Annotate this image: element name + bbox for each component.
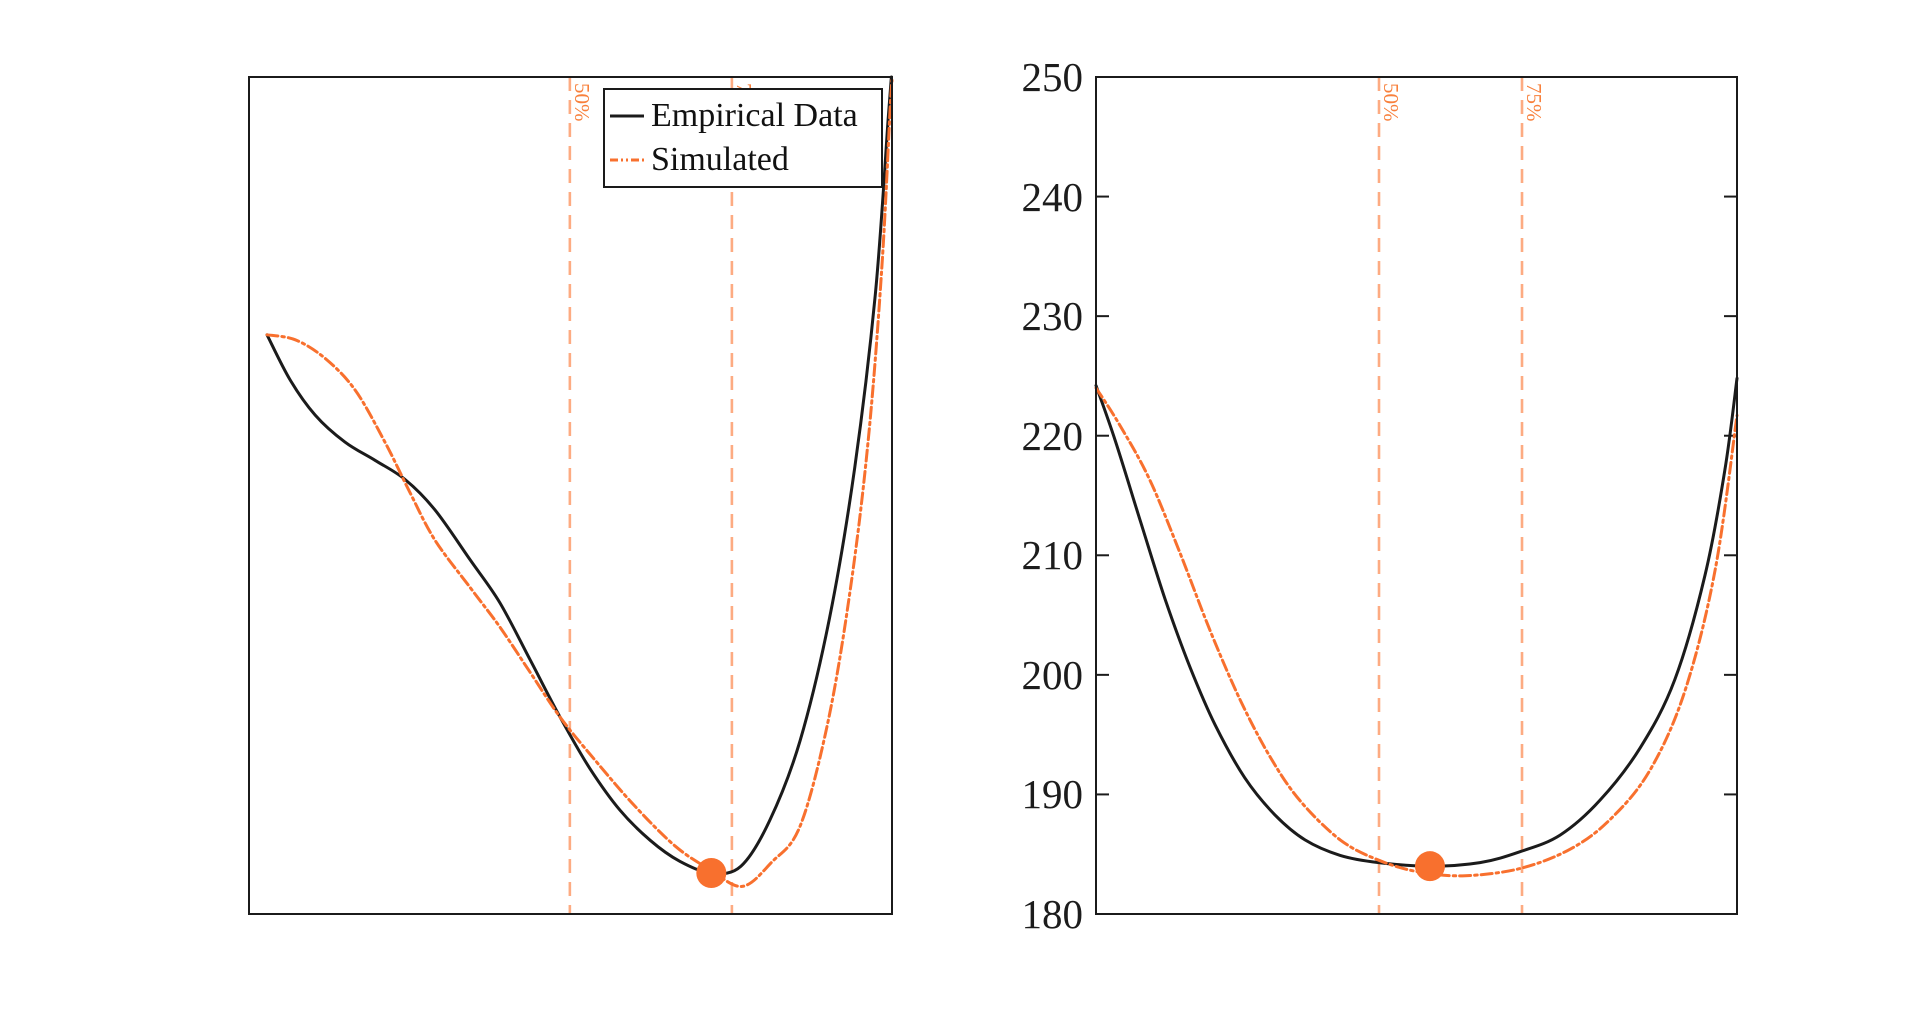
- y-tick-label-210: 210: [1021, 532, 1084, 579]
- minimum-marker: [696, 857, 727, 888]
- y-tick-label-190: 190: [1021, 771, 1084, 818]
- y-tick-label-250: 250: [1021, 54, 1084, 100]
- axes-box: [1095, 76, 1738, 915]
- legend-label-empirical: Empirical Data: [651, 97, 858, 135]
- legend-item-simulated: Simulated: [609, 141, 877, 179]
- curve-empirical-data: [265, 75, 893, 876]
- right-plot: 50% 75%: [1094, 76, 1739, 915]
- y-tick-label-180: 180: [1021, 891, 1084, 937]
- threshold-label-50-: 50%: [1379, 83, 1403, 122]
- dashdot-line-icon: [610, 158, 644, 162]
- legend-label-simulated: Simulated: [651, 140, 789, 178]
- y-tick-label-220: 220: [1021, 412, 1084, 459]
- y-tick-label-230: 230: [1021, 293, 1084, 340]
- curve-simulated: [265, 78, 894, 888]
- y-tick-label-240: 240: [1021, 173, 1084, 220]
- curve-empirical-data: [1094, 376, 1739, 868]
- minimum-marker: [1414, 851, 1445, 882]
- solid-line-icon: [610, 114, 644, 118]
- legend: Empirical Data Simulated: [603, 88, 883, 188]
- threshold-label-50-: 50%: [570, 83, 594, 122]
- axes-box: [248, 76, 893, 915]
- left-plot: 50%75%: [248, 75, 894, 915]
- legend-item-empirical: Empirical Data: [609, 97, 877, 135]
- threshold-label-75-: 75%: [1522, 83, 1546, 122]
- y-tick-label-200: 200: [1021, 651, 1084, 698]
- curve-simulated: [1094, 386, 1739, 878]
